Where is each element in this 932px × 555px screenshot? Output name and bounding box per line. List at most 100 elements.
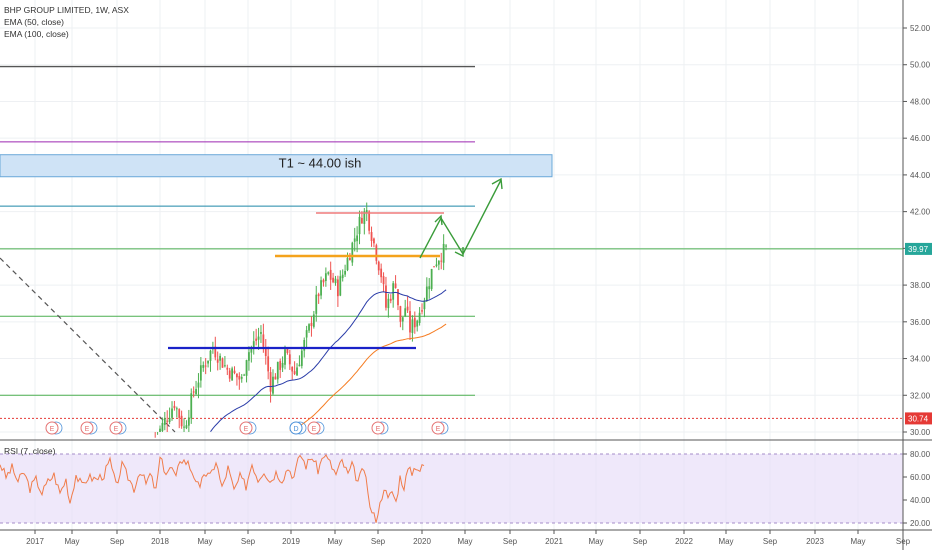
rsi-axis-label: 40.00 [910,496,931,505]
candle-body [409,311,411,333]
rsi-legend[interactable]: RSI (7, close) [4,446,56,456]
candle-body [298,364,301,367]
candle-body [243,374,246,376]
candle-body [286,349,289,353]
candle-body [180,415,183,427]
candle-body [293,371,296,374]
candle-body [288,354,291,365]
candle-body [303,340,306,351]
candle-body [356,235,359,242]
candle-body [404,308,407,317]
candle-body [226,367,229,370]
price-axis-label: 42.00 [910,208,931,217]
candle-body [368,211,371,231]
candle-body [202,364,205,368]
candle-body [440,260,443,262]
candle-body [171,408,173,418]
candle-body [224,365,226,367]
earnings-marker[interactable] [431,421,445,435]
ema50-legend[interactable]: EMA (50, close) [4,17,64,27]
rsi-axis-label: 60.00 [910,473,931,482]
earnings-marker[interactable] [80,421,94,435]
candle-body [260,332,262,334]
time-axis-label: Sep [503,537,518,546]
candle-body [161,422,164,432]
earnings-marker[interactable] [371,421,385,435]
candle-body [322,279,325,283]
candle-body [308,324,310,331]
time-axis-label: 2021 [545,537,563,546]
candle-body [214,346,217,358]
candle-body [257,336,260,340]
candle-body [380,268,383,278]
ema100-line[interactable] [289,323,447,432]
candle-body [248,352,250,361]
earnings-marker[interactable] [45,421,59,435]
candle-body [320,280,322,296]
time-axis-label: May [457,537,472,546]
time-axis-label: Sep [241,537,256,546]
time-axis-label: 2017 [26,537,44,546]
candle-body [166,420,169,422]
candle-body [264,347,267,357]
candle-body [178,409,181,418]
time-axis-label: Sep [110,537,125,546]
last-price-badge[interactable] [905,242,932,255]
candle-body [397,289,399,306]
candle-body [334,278,337,284]
candle-body [433,266,435,268]
candle-body [428,286,431,290]
price-axis-label: 36.00 [910,318,931,327]
target-zone-box[interactable] [0,154,553,178]
candle-body [425,286,428,301]
price-axis-label: 52.00 [910,24,931,33]
candle-body [204,365,207,367]
candle-body [252,341,255,348]
chart-legend: BHP GROUP LIMITED, 1W, ASX EMA (50, clos… [4,4,129,40]
candle-body [401,317,404,322]
ema50-line[interactable] [210,289,447,432]
candle-body [406,306,409,311]
reference-price-badge[interactable] [905,412,932,425]
price-axis-label: 32.00 [910,391,931,400]
earnings-marker[interactable] [109,421,123,435]
earnings-marker[interactable] [307,421,321,435]
earnings-marker-label: E [312,426,317,433]
candle-body [300,350,303,366]
candle-body [344,270,346,275]
candle-body [310,322,313,327]
price-axis-label: 48.00 [910,97,931,106]
projection-path[interactable] [419,179,502,259]
candle-body [219,355,221,361]
candle-body [228,370,231,379]
earnings-marker[interactable] [239,421,253,435]
candle-body [312,314,315,327]
time-axis-label: May [850,537,865,546]
dividend-marker-label: D [293,426,298,433]
candle-body [363,211,366,224]
candle-body [231,368,234,381]
earnings-marker-label: E [114,426,119,433]
candle-body [272,376,274,394]
candle-body [163,418,166,425]
candle-body [365,210,368,214]
earnings-marker-label: E [376,426,381,433]
downtrend-line[interactable] [0,257,176,433]
symbol-title[interactable]: BHP GROUP LIMITED, 1W, ASX [4,5,129,15]
time-axis-label: 2023 [806,537,824,546]
time-axis-label: May [588,537,603,546]
rsi-axis-label: 80.00 [910,450,931,459]
dividend-marker[interactable] [289,421,303,435]
candle-body [255,338,258,341]
candle-body [296,367,298,376]
earnings-marker-label: E [85,426,90,433]
ema100-legend[interactable]: EMA (100, close) [4,29,69,39]
candle-body [236,373,238,378]
rsi-line[interactable] [0,454,425,523]
candle-body [385,285,387,308]
candle-body [250,347,253,353]
price-axis-label: 44.00 [910,171,931,180]
candle-body [192,391,195,393]
